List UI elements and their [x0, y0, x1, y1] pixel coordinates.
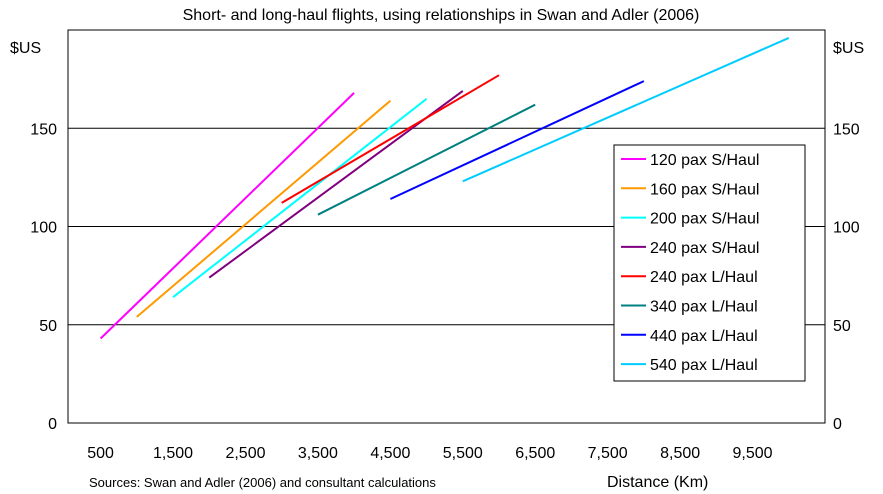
source-note: Sources: Swan and Adler (2006) and consu…	[89, 475, 436, 490]
legend-label-5: 240 pax L/Haul	[650, 269, 758, 286]
series-line-5	[281, 74, 500, 204]
x-tick-label-500: 500	[87, 445, 114, 462]
y-tick-label-right-50: 50	[833, 318, 851, 335]
x-tick-label-7500: 7,500	[588, 445, 628, 462]
legend-box	[613, 144, 806, 382]
y-tick-label-right-150: 150	[833, 121, 860, 138]
legend-label-3: 200 pax S/Haul	[650, 211, 759, 228]
x-tick-label-2500: 2,500	[225, 445, 265, 462]
legend: 120 pax S/Haul 160 pax S/Haul 200 pax S/Ha…	[613, 144, 806, 382]
x-tick-label-6500: 6,500	[515, 445, 555, 462]
x-tick-label-4500: 4,500	[370, 445, 410, 462]
legend-label-1: 120 pax S/Haul	[650, 152, 759, 169]
x-tick-labels: 500 1,500 2,500 3,500 4,500 5,500 6,500 7,500 8,…	[87, 445, 772, 462]
x-tick-label-1500: 1,500	[153, 445, 193, 462]
x-axis-label: Distance (Km)	[607, 474, 708, 491]
y-tick-label-left-150: 150	[30, 121, 57, 138]
series-line-1	[99, 92, 355, 340]
x-tick-label-8500: 8,500	[660, 445, 700, 462]
series-line-6	[317, 103, 536, 216]
series-line-8	[462, 36, 790, 183]
series-lines	[99, 36, 790, 340]
legend-label-2: 160 pax S/Haul	[650, 181, 759, 198]
x-tick-label-5500: 5,500	[443, 445, 483, 462]
y-tick-label-right-100: 100	[833, 220, 860, 237]
y-tick-label-right-0: 0	[833, 416, 842, 433]
y-axis-label-right: $US	[833, 40, 864, 57]
x-tick-label-9500: 9,500	[733, 445, 773, 462]
plot-area-frame	[67, 29, 826, 424]
y-tick-label-left-0: 0	[48, 416, 57, 433]
y-tick-label-left-50: 50	[39, 318, 57, 335]
legend-label-7: 440 pax L/Haul	[650, 328, 758, 345]
y-tick-label-left-100: 100	[30, 220, 57, 237]
x-tick-label-3500: 3,500	[298, 445, 338, 462]
y-tick-labels: 0 0 50 50 100 100 150 150	[30, 121, 860, 433]
series-line-7	[389, 80, 645, 200]
chart-title: Short- and long-haul flights, using rela…	[183, 7, 700, 24]
series-line-2	[136, 99, 392, 318]
y-axis-label-left: $US	[10, 40, 41, 57]
legend-label-6: 340 pax L/Haul	[650, 299, 758, 316]
series-line-3	[172, 98, 428, 298]
legend-label-8: 540 pax L/Haul	[650, 357, 758, 374]
legend-label-4: 240 pax S/Haul	[650, 240, 759, 257]
